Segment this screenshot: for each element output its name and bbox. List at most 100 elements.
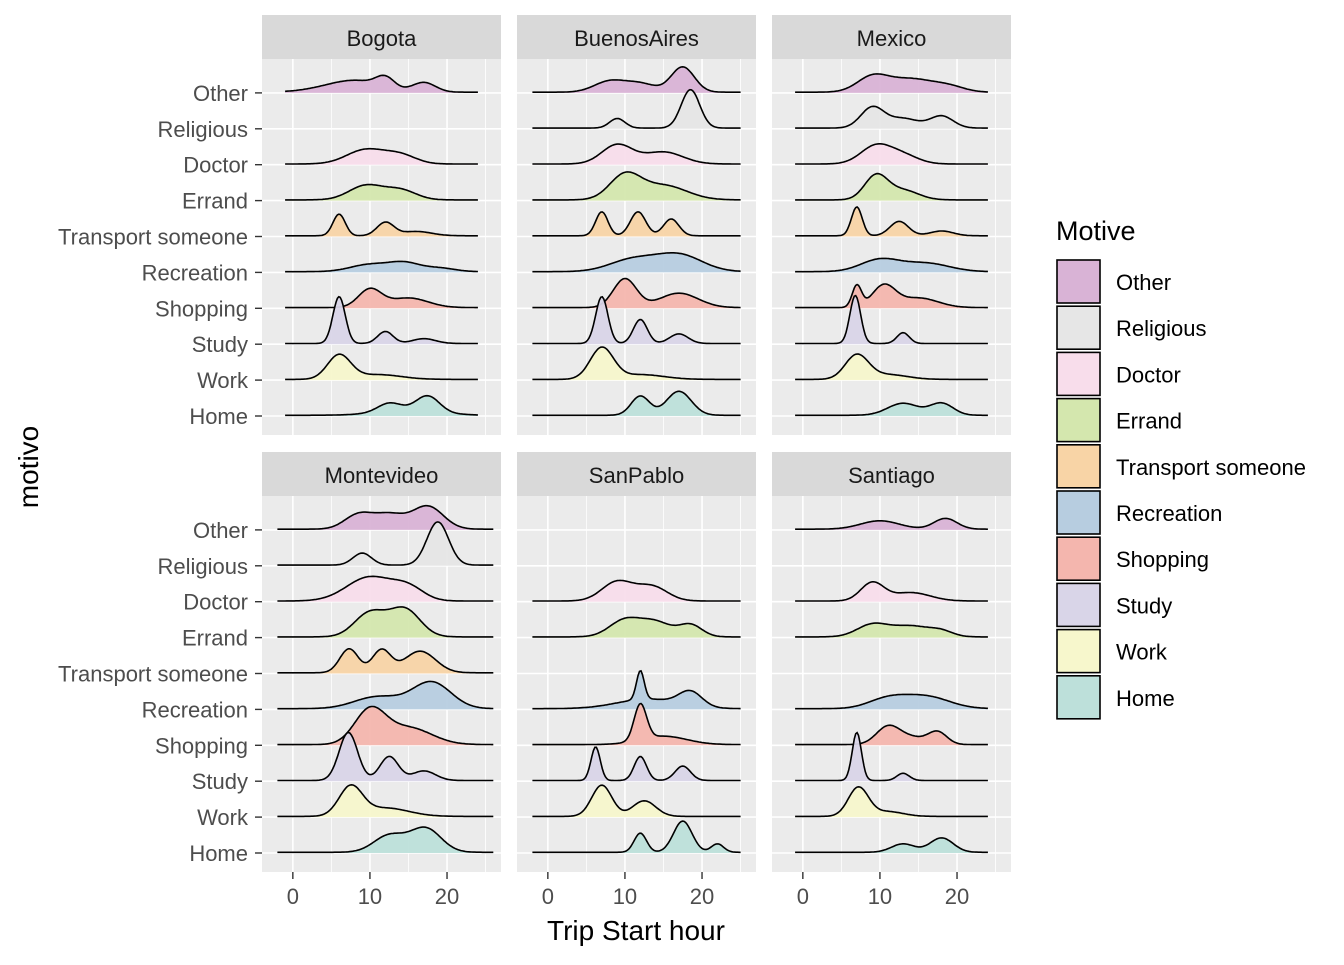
ridge-fill-other [285, 75, 478, 93]
facet-label-montevideo: Montevideo [325, 463, 439, 488]
ridge-line-recreation [285, 260, 478, 273]
legend-label: Religious [1116, 316, 1207, 341]
legend-title: Motive [1056, 216, 1136, 246]
legend-item-home: Home [1056, 674, 1175, 720]
ridge-line-work [795, 785, 988, 818]
ridge-line-work [532, 784, 741, 818]
facet-strip-montevideo [262, 452, 501, 496]
ridge-line-other [795, 73, 988, 93]
ridge-fill-shopping [277, 706, 494, 746]
x-tick-label: 20 [690, 884, 714, 909]
legend-item-religious: Religious [1056, 305, 1207, 351]
ridge-line-shopping [795, 283, 988, 309]
ridge-line-other [532, 65, 741, 93]
ridge-line-study [795, 294, 988, 345]
ridge-line-doctor [285, 147, 478, 165]
ridge-line-transport-someone [795, 206, 988, 237]
x-tick-label: 20 [435, 884, 459, 909]
ridge-line-errand [532, 616, 741, 638]
plot-background [772, 496, 1011, 872]
ridge-line-shopping [795, 724, 988, 746]
facet-label-mexico: Mexico [857, 26, 927, 51]
ridge-fill-study [532, 747, 741, 782]
legend-swatch [1056, 628, 1101, 674]
legend-swatch [1056, 351, 1101, 397]
y-tick-labels: Other Religious Doctor Errand Transport some… [58, 81, 262, 866]
ridge-line-shopping [532, 702, 741, 746]
ridge-line-home [532, 820, 741, 854]
legend-label: Transport someone [1116, 455, 1306, 480]
ridge-line-shopping [532, 277, 741, 309]
legend-swatch [1056, 305, 1101, 351]
y-axis-title: motivo [13, 426, 44, 508]
ridge-fill-shopping [795, 725, 988, 746]
ridge-fill-other [532, 66, 741, 93]
ridge-line-doctor [277, 575, 494, 602]
y-tick-label-religious: Religious [158, 554, 249, 579]
y-tick-label-shopping: Shopping [155, 733, 248, 758]
legend-swatch [1056, 397, 1101, 443]
ridge-line-other [285, 74, 478, 93]
ridge-line-work [285, 353, 478, 381]
legend-label: Home [1116, 686, 1175, 711]
legend-swatch [1056, 536, 1101, 582]
ridge-line-other [795, 517, 988, 530]
x-axis-title: Trip Start hour [547, 915, 725, 946]
y-tick-label-recreation: Recreation [142, 260, 248, 285]
legend-swatch [1056, 443, 1101, 489]
y-tick-label-study: Study [192, 769, 248, 794]
ridge-fill-recreation [285, 261, 478, 273]
ridge-line-recreation [532, 252, 741, 273]
ridge-fill-work [285, 354, 478, 381]
plot-background [517, 59, 756, 435]
legend-label: Study [1116, 593, 1172, 618]
ridge-fill-recreation [532, 670, 741, 710]
ridge-fill-other [795, 518, 988, 530]
legend: Motive Other Religious Doctor Errand Transpo… [1056, 216, 1306, 720]
ridge-line-religious [277, 521, 494, 566]
ridge-fill-errand [795, 623, 988, 638]
facet-strip-sanpablo [517, 452, 756, 496]
ridge-fill-doctor [532, 580, 741, 602]
legend-item-doctor: Doctor [1056, 351, 1181, 397]
ridge-fill-shopping [285, 288, 478, 309]
ridge-fill-transport-someone [277, 648, 494, 674]
legend-swatch [1056, 259, 1101, 304]
ridge-fill-other [795, 73, 988, 93]
ridge-fill-shopping [795, 284, 988, 309]
ridge-fill-home [277, 827, 494, 853]
x-tick-label: 10 [613, 884, 637, 909]
y-tick-label-errand: Errand [182, 189, 248, 214]
ridge-line-work [532, 346, 741, 381]
legend-item-shopping: Shopping [1056, 536, 1209, 582]
x-tick-label: 20 [945, 884, 969, 909]
facet-strip-mexico [772, 15, 1011, 59]
ridge-line-transport-someone [532, 210, 741, 237]
x-tick-labels: 0 10 20 0 10 20 0 10 20 [287, 872, 969, 909]
ridge-fill-study [277, 732, 494, 782]
ridge-line-errand [277, 606, 494, 638]
y-tick-label-errand: Errand [182, 626, 248, 651]
ridge-line-religious [532, 88, 741, 129]
y-tick-label-religious: Religious [158, 117, 249, 142]
ridge-line-doctor [532, 579, 741, 602]
ridge-fill-work [532, 347, 741, 381]
ridge-line-doctor [795, 143, 988, 165]
x-tick-label: 0 [797, 884, 809, 909]
facet-label-buenosaires: BuenosAires [574, 26, 699, 51]
y-tick-label-shopping: Shopping [155, 296, 248, 321]
ridge-line-study [532, 295, 741, 345]
ridge-fill-transport-someone [532, 211, 741, 237]
ridge-line-recreation [277, 680, 494, 710]
y-tick-label-doctor: Doctor [183, 153, 248, 178]
ridge-line-religious [795, 105, 988, 129]
plot-background [262, 59, 501, 435]
ridge-fill-errand [285, 184, 478, 201]
ridge-fill-recreation [795, 694, 988, 710]
ridge-line-recreation [795, 693, 988, 710]
ridge-line-work [277, 783, 494, 818]
ridge-fill-recreation [277, 681, 494, 710]
ridge-line-other [277, 504, 494, 530]
